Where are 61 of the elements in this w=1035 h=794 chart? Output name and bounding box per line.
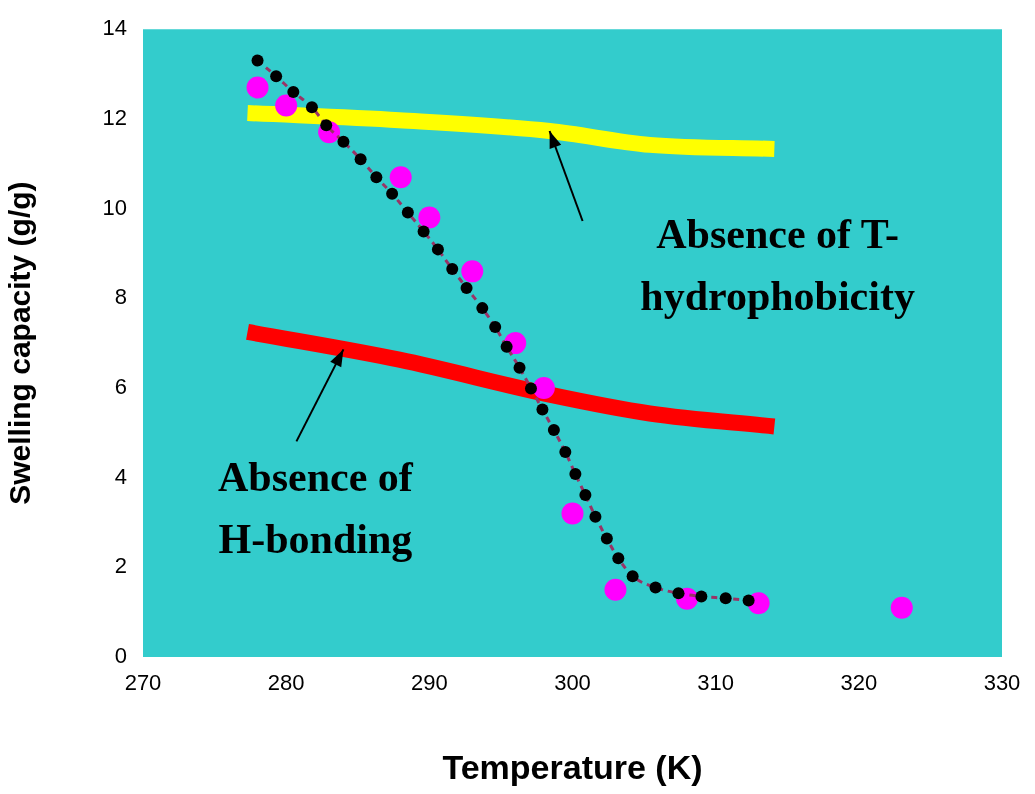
point	[695, 590, 708, 603]
point	[672, 587, 685, 600]
point	[417, 225, 430, 238]
point	[559, 446, 572, 459]
x-tick-label: 270	[124, 670, 162, 696]
annotation: Absence of H-bonding	[218, 454, 414, 563]
x-tick-label: 330	[983, 670, 1021, 696]
annotation: Absence of T- hydrophobicity	[640, 210, 915, 319]
y-tick-label: 10	[102, 194, 127, 220]
point	[890, 596, 913, 619]
x-tick-label: 310	[697, 670, 735, 696]
point	[649, 581, 662, 594]
point	[251, 54, 264, 67]
point	[589, 510, 602, 523]
point	[389, 166, 412, 189]
point	[626, 570, 639, 583]
point	[561, 502, 584, 525]
point	[536, 403, 549, 416]
point	[532, 376, 555, 399]
point	[461, 260, 484, 283]
point	[719, 592, 732, 605]
point	[305, 101, 318, 114]
point	[489, 320, 502, 333]
y-tick-label: 0	[114, 643, 127, 669]
x-tick-label: 280	[267, 670, 305, 696]
point	[418, 206, 441, 229]
point	[547, 424, 560, 437]
point	[287, 85, 300, 98]
point	[600, 532, 613, 545]
point	[513, 361, 526, 374]
point	[386, 187, 399, 200]
point	[742, 594, 755, 607]
point	[579, 489, 592, 502]
point	[446, 263, 459, 276]
point	[460, 281, 473, 294]
point	[569, 468, 582, 481]
point	[612, 552, 625, 565]
y-axis-title: Swelling capacity (g/g)	[3, 181, 37, 505]
y-tick-label: 14	[102, 15, 127, 41]
point	[401, 206, 414, 219]
y-tick-label: 4	[114, 463, 127, 489]
x-tick-label: 320	[840, 670, 878, 696]
y-tick-label: 8	[114, 284, 127, 310]
y-tick-label: 12	[102, 104, 127, 130]
x-tick-label: 300	[554, 670, 591, 696]
point	[337, 135, 350, 148]
point	[275, 94, 298, 117]
y-tick-label: 6	[114, 374, 127, 400]
point	[604, 578, 627, 601]
point	[500, 340, 513, 353]
point	[476, 302, 489, 315]
point	[354, 153, 367, 166]
point	[431, 243, 444, 256]
point	[270, 70, 283, 83]
point	[524, 382, 537, 395]
x-tick-label: 290	[410, 670, 448, 696]
point	[246, 76, 269, 99]
point	[370, 171, 383, 184]
y-tick-label: 2	[114, 553, 127, 579]
point	[320, 119, 333, 132]
x-axis-title: Temperature (K)	[442, 747, 703, 786]
